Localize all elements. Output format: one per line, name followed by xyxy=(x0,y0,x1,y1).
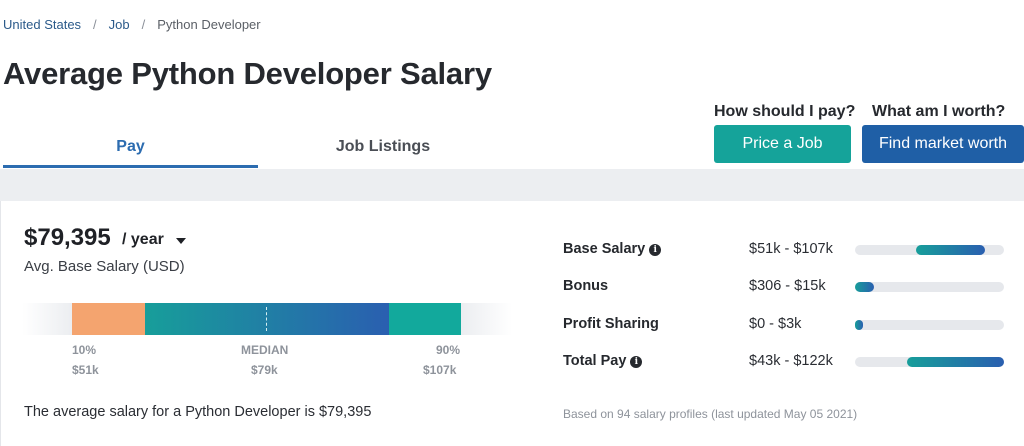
price-a-job-button[interactable]: Price a Job xyxy=(714,125,851,163)
breakdown-value: $51k - $107k xyxy=(749,241,833,257)
section-divider-band xyxy=(0,169,1024,201)
info-icon[interactable]: i xyxy=(630,356,643,368)
breakdown-label: Bonus xyxy=(563,278,609,294)
page-title: Average Python Developer Salary xyxy=(3,56,492,91)
breakdown-label: Total Pay xyxy=(563,353,627,369)
range-segment-low xyxy=(72,303,145,335)
breakdown-fill xyxy=(907,357,1004,367)
breakdown-label: Base Salary xyxy=(563,241,646,257)
range-low-value: $51k xyxy=(72,363,99,377)
median-marker xyxy=(266,307,267,331)
breakdown-track xyxy=(855,357,1004,367)
breadcrumb-link-country[interactable]: United States xyxy=(3,17,82,32)
tab-pay[interactable]: Pay xyxy=(3,126,258,168)
range-median-value: $79k xyxy=(251,363,278,377)
breakdown-track xyxy=(855,245,1004,255)
salary-period[interactable]: / year xyxy=(122,231,164,248)
tab-bar: Pay Job Listings xyxy=(3,126,503,168)
price-question: How should I pay? xyxy=(714,103,856,120)
range-median-label: MEDIAN xyxy=(241,343,289,357)
breakdown-fill xyxy=(916,245,985,255)
range-low-label: 10% xyxy=(72,343,97,357)
range-segment-high xyxy=(389,303,461,335)
breakdown-value: $0 - $3k xyxy=(749,316,802,332)
breakdown-fill xyxy=(855,320,863,330)
breakdown-value: $306 - $15k xyxy=(749,278,826,294)
range-high-label: 90% xyxy=(436,343,461,357)
salary-subtitle: Avg. Base Salary (USD) xyxy=(24,258,185,275)
breakdown-track xyxy=(855,282,1004,292)
breakdown-value: $43k - $122k xyxy=(749,353,833,369)
breakdown-fill xyxy=(855,282,875,292)
footnote: Based on 94 salary profiles (last update… xyxy=(563,407,858,421)
range-segment-mid xyxy=(145,303,389,335)
tab-job-listings[interactable]: Job Listings xyxy=(335,138,431,155)
breadcrumb-separator: / xyxy=(141,17,146,32)
average-salary-amount: $79,395 xyxy=(24,224,111,251)
info-icon[interactable]: i xyxy=(649,244,662,256)
breadcrumb-current: Python Developer xyxy=(157,17,261,32)
find-market-worth-button[interactable]: Find market worth xyxy=(862,125,1024,163)
breakdown-track xyxy=(855,320,1004,330)
worth-question: What am I worth? xyxy=(872,103,1006,120)
breadcrumb: United States / Job / Python Developer xyxy=(3,17,261,32)
chevron-down-icon[interactable] xyxy=(176,238,186,244)
salary-summary: The average salary for a Python Develope… xyxy=(24,404,372,420)
breadcrumb-separator: / xyxy=(93,17,97,32)
breakdown-label: Profit Sharing xyxy=(563,316,659,332)
range-high-value: $107k xyxy=(423,363,457,377)
breadcrumb-link-job[interactable]: Job xyxy=(108,17,130,32)
